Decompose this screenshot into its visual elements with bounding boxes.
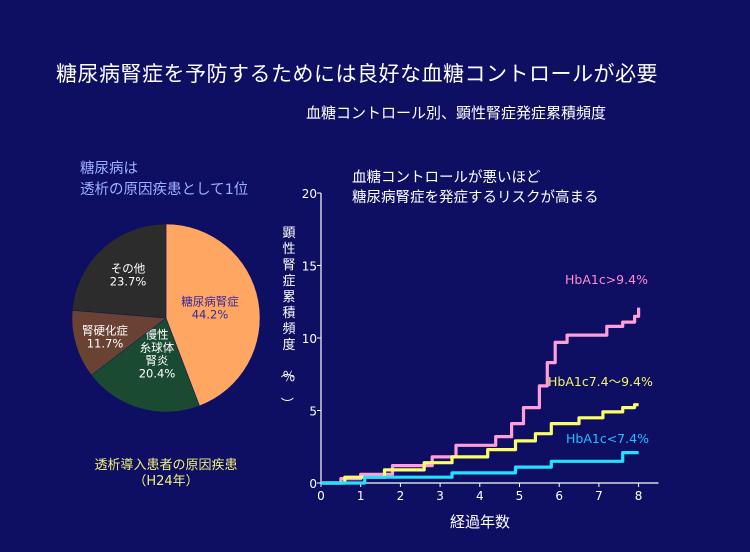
x-tick-label: 6	[555, 489, 563, 503]
y-tick-label: 10	[302, 332, 317, 346]
line-annotation-line-2: 糖尿病腎症を発症するリスクが高まる	[352, 190, 599, 206]
pie-slice-value: 11.7%	[87, 337, 124, 351]
x-tick-label: 0	[317, 489, 325, 503]
x-tick-label: 2	[397, 489, 405, 503]
pie-slice-2	[91, 317, 200, 413]
pie-caption-line-1: 透析導入患者の原因疾患	[94, 458, 238, 473]
x-tick-label: 3	[436, 489, 444, 503]
x-tick-label: 5	[516, 489, 524, 503]
pie-slice-value: 44.2%	[192, 308, 229, 322]
pie-slice-3	[71, 310, 167, 376]
y-tick-label: 15	[302, 260, 317, 274]
pie-caption: 透析導入患者の原因疾患 （H24年）	[82, 458, 250, 490]
series-label-2: HbA1c7.4～9.4%	[548, 374, 653, 389]
pie-slice-label: その他	[111, 262, 146, 276]
pie-slice-label: 慢性	[146, 328, 169, 342]
series-line-3	[321, 451, 639, 485]
y-tick-label: 20	[302, 187, 317, 201]
x-tick-label: 8	[635, 489, 643, 503]
pie-slice-value: 23.7%	[110, 275, 147, 289]
line-annotation-line-1: 血糖コントロールが悪いほど	[352, 170, 541, 186]
pie-slice-1	[165, 223, 261, 407]
y-tick-label: 5	[309, 405, 317, 419]
x-tick-label: 1	[357, 489, 365, 503]
pie-caption-line-2: （H24年）	[133, 474, 199, 489]
pie-slice-label: 糖尿病腎症	[181, 295, 239, 309]
x-axis-label: 経過年数	[450, 513, 510, 531]
pie-annotation: 糖尿病は 透析の原因疾患として1位	[80, 159, 248, 201]
pie-slice-label: 腎炎	[146, 354, 169, 368]
pie-annotation-line-1: 糖尿病は	[80, 161, 138, 177]
chart-subtitle: 血糖コントロール別、顕性腎症発症累積頻度	[306, 104, 607, 122]
x-tick-label: 7	[595, 489, 603, 503]
pie-slice-4	[72, 223, 167, 319]
y-tick-label: 0	[309, 477, 317, 491]
pie-slice-label: 腎硬化症	[82, 324, 128, 338]
page-title: 糖尿病腎症を予防するためには良好な血糖コントロールが必要	[56, 62, 658, 86]
series-label-3: HbA1c<7.4%	[566, 431, 649, 446]
pie-slice-label: 糸球体	[140, 341, 175, 355]
y-axis-label: 顕性腎症累積頻度（％）	[278, 226, 295, 410]
series-line-2	[321, 403, 639, 485]
x-tick-label: 4	[476, 489, 484, 503]
pie-annotation-line-2: 透析の原因疾患として1位	[80, 182, 249, 198]
series-label-1: HbA1c>9.4%	[565, 272, 648, 287]
line-chart-annotation: 血糖コントロールが悪いほど 糖尿病腎症を発症するリスクが高まる	[352, 168, 599, 208]
pie-slice-value: 20.4%	[139, 367, 176, 381]
